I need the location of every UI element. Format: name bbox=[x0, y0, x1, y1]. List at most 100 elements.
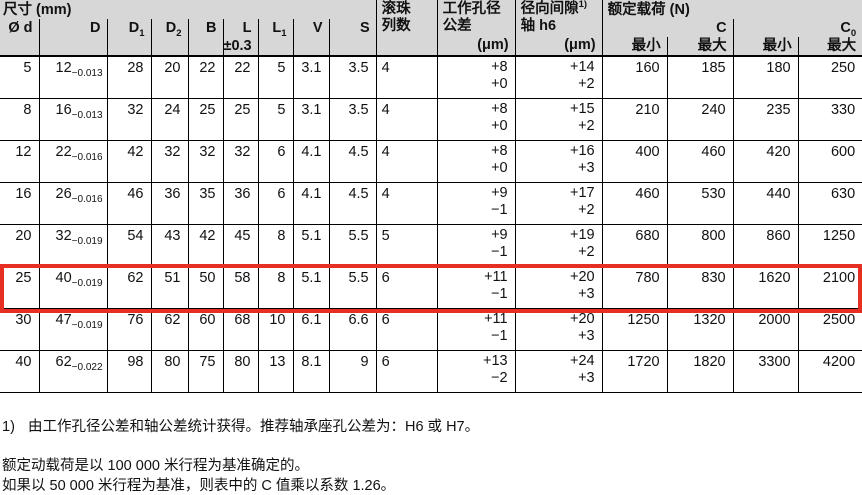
load-group-label: 额定载荷 (N) bbox=[601, 0, 862, 19]
clearance-unit: (μm) bbox=[564, 37, 596, 53]
cell-C0-min: 3300 bbox=[732, 350, 799, 393]
table-row: 20 32−0.019 54 43 42 45 8 5.1 5.5 5 +9 −1… bbox=[0, 224, 862, 267]
cell-ball-rows: 4 bbox=[375, 56, 438, 99]
cell-ball-rows: 6 bbox=[375, 266, 438, 309]
diameter-tolerance: −0.022 bbox=[71, 361, 103, 373]
col-header-L: L bbox=[222, 19, 258, 37]
cell-L1: 5 bbox=[257, 98, 293, 141]
col-header-shaft-d: Ø d bbox=[0, 19, 39, 37]
cell-B: 42 bbox=[187, 224, 223, 267]
cell-outer-diameter: 62−0.022 bbox=[38, 350, 107, 393]
cell-shaft-diameter: 25 bbox=[0, 266, 39, 309]
col-header-L1: L1 bbox=[257, 19, 293, 37]
cell-bore-tolerance: +8 +0 bbox=[436, 98, 516, 141]
cell-C0-max: 250 bbox=[797, 56, 862, 99]
spacer-cell bbox=[732, 19, 799, 37]
cell-outer-diameter: 16−0.013 bbox=[38, 98, 107, 141]
cell-radial-clearance: +16 +3 bbox=[514, 140, 603, 183]
cell-ball-rows: 6 bbox=[375, 350, 438, 393]
cell-shaft-diameter: 20 bbox=[0, 224, 39, 267]
cell-S: 5.5 bbox=[328, 266, 377, 309]
cell-outer-diameter: 47−0.019 bbox=[38, 308, 107, 351]
cell-C-min: 400 bbox=[601, 140, 668, 183]
col-header-bore-tolerance: 工作孔径 公差 (μm) bbox=[436, 0, 516, 57]
footnote-line3: 如果以 50 000 米行程为基准，则表中的 C 值乘以系数 1.26。 bbox=[2, 478, 396, 494]
cell-outer-diameter: 32−0.019 bbox=[38, 224, 107, 267]
cell-V: 3.1 bbox=[292, 98, 329, 141]
cell-C0-min: 180 bbox=[732, 56, 799, 99]
cell-D1: 28 bbox=[106, 56, 151, 99]
cell-L: 25 bbox=[222, 98, 258, 141]
cell-C0-min: 420 bbox=[732, 140, 799, 183]
cell-L1: 8 bbox=[257, 224, 293, 267]
cell-V: 4.1 bbox=[292, 182, 329, 225]
cell-S: 4.5 bbox=[328, 182, 377, 225]
ball-rows-line1: 滚珠 bbox=[381, 1, 411, 17]
cell-D1: 98 bbox=[106, 350, 151, 393]
cell-bore-tolerance: +9 −1 bbox=[436, 182, 516, 225]
cell-L1: 5 bbox=[257, 56, 293, 99]
cell-shaft-diameter: 5 bbox=[0, 56, 39, 99]
cell-bore-tolerance: +11 −1 bbox=[436, 308, 516, 351]
cell-bore-tolerance: +8 +0 bbox=[436, 140, 516, 183]
cell-C-min: 1250 bbox=[601, 308, 668, 351]
col-header-D2: D2 bbox=[150, 19, 188, 37]
col-header-C-max: 最大 bbox=[666, 37, 734, 57]
table-row: 5 12−0.013 28 20 22 22 5 3.1 3.5 4 +8 +0 … bbox=[0, 56, 862, 99]
cell-C0-max: 2500 bbox=[797, 308, 862, 351]
cell-D2: 20 bbox=[150, 56, 188, 99]
bearing-spec-table: 尺寸 (mm) 滚珠 列数 工作孔径 公差 (μm) 径 bbox=[0, 0, 862, 393]
col-header-B: B bbox=[187, 19, 223, 37]
cell-B: 22 bbox=[187, 56, 223, 99]
spacer-cell bbox=[106, 37, 151, 57]
cell-D2: 32 bbox=[150, 140, 188, 183]
footnote-ref-superscript: 1) bbox=[578, 0, 588, 11]
cell-S: 4.5 bbox=[328, 140, 377, 183]
spacer-cell bbox=[150, 37, 188, 57]
cell-V: 4.1 bbox=[292, 140, 329, 183]
cell-ball-rows: 4 bbox=[375, 182, 438, 225]
cell-C-max: 240 bbox=[666, 98, 734, 141]
cell-radial-clearance: +17 +2 bbox=[514, 182, 603, 225]
footnote-block: 额定动载荷是以 100 000 米行程为基准确定的。 如果以 50 000 米行… bbox=[2, 458, 862, 495]
cell-C-min: 780 bbox=[601, 266, 668, 309]
cell-V: 5.1 bbox=[292, 224, 329, 267]
cell-C0-max: 330 bbox=[797, 98, 862, 141]
cell-L: 22 bbox=[222, 56, 258, 99]
cell-radial-clearance: +15 +2 bbox=[514, 98, 603, 141]
L-tolerance-label: ±0.3 bbox=[222, 37, 258, 57]
cell-L1: 6 bbox=[257, 182, 293, 225]
cell-B: 50 bbox=[187, 266, 223, 309]
col-header-radial-clearance: 径向间隙1) 轴 h6 (μm) bbox=[514, 0, 603, 57]
spacer-cell bbox=[328, 37, 377, 57]
cell-outer-diameter: 40−0.019 bbox=[38, 266, 107, 309]
footnotes: 1) 由工作孔径公差和轴公差统计获得。推荐轴承座孔公差为：H6 或 H7。 额定… bbox=[2, 419, 862, 495]
cell-bore-tolerance: +13 −2 bbox=[436, 350, 516, 393]
cell-L: 58 bbox=[222, 266, 258, 309]
diameter-tolerance: −0.016 bbox=[71, 193, 103, 205]
col-header-C0-min: 最小 bbox=[732, 37, 799, 57]
cell-L1: 13 bbox=[257, 350, 293, 393]
cell-D1: 32 bbox=[106, 98, 151, 141]
cell-D2: 36 bbox=[150, 182, 188, 225]
bore-label-line1: 工作孔径 bbox=[442, 1, 501, 17]
cell-D1: 76 bbox=[106, 308, 151, 351]
cell-C0-max: 2100 bbox=[797, 266, 862, 309]
cell-D1: 42 bbox=[106, 140, 151, 183]
clearance-label-line2: 轴 h6 bbox=[520, 18, 557, 34]
cell-B: 32 bbox=[187, 140, 223, 183]
diameter-tolerance: −0.019 bbox=[71, 277, 103, 289]
cell-C-max: 530 bbox=[666, 182, 734, 225]
cell-L1: 8 bbox=[257, 266, 293, 309]
bore-unit: (μm) bbox=[477, 37, 509, 53]
col-header-S: S bbox=[328, 19, 377, 37]
cell-radial-clearance: +14 +2 bbox=[514, 56, 603, 99]
table-row: 30 47−0.019 76 62 60 68 10 6.1 6.6 6 +11… bbox=[0, 308, 862, 351]
spec-table-wrapper: 尺寸 (mm) 滚珠 列数 工作孔径 公差 (μm) 径 bbox=[0, 0, 862, 393]
cell-D1: 62 bbox=[106, 266, 151, 309]
cell-C-max: 185 bbox=[666, 56, 734, 99]
cell-V: 6.1 bbox=[292, 308, 329, 351]
col-header-C-min: 最小 bbox=[601, 37, 668, 57]
cell-C0-min: 860 bbox=[732, 224, 799, 267]
cell-C0-min: 2000 bbox=[732, 308, 799, 351]
